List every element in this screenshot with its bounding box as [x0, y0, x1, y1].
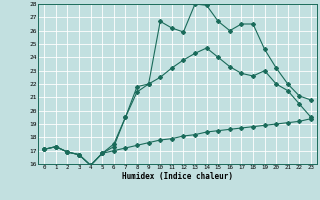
- X-axis label: Humidex (Indice chaleur): Humidex (Indice chaleur): [122, 172, 233, 181]
